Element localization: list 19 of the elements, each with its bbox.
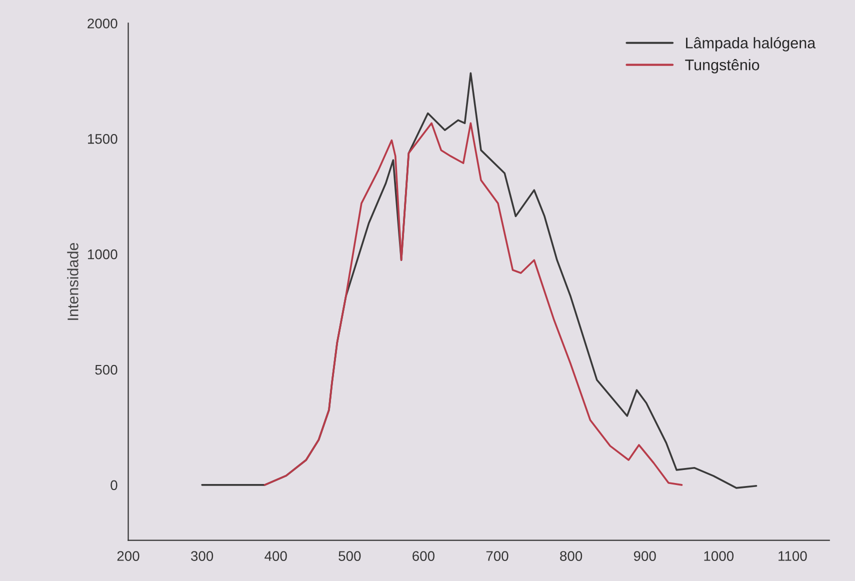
x-tick-label: 1000 [704,551,734,561]
x-tick-label: 1100 [778,551,807,561]
x-tick-label: 400 [264,551,287,561]
y-axis-title: Intensidade [67,242,78,320]
legend-label: Tungstênio [685,59,760,74]
y-tick-label: 2000 [88,18,118,28]
line-series [264,122,683,486]
x-tick-label: 900 [634,551,656,561]
legend-label: Lâmpada halógena [686,36,816,52]
x-tick-label: 500 [338,551,361,561]
y-tick-label: 1000 [88,249,118,260]
y-tick-label: 1500 [88,134,118,144]
x-tick-label: 300 [190,551,214,561]
y-tick-label: 500 [95,364,118,375]
x-tick-label: 800 [560,551,582,561]
x-tick-label: 600 [412,551,434,561]
y-tick-label: 0 [110,480,118,490]
x-tick-label: 700 [486,551,508,561]
x-tick-label: 200 [117,551,140,561]
